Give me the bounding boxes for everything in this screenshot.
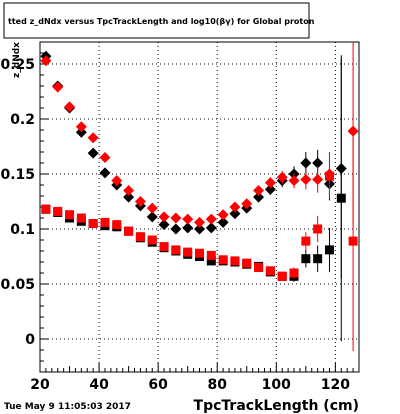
data-point-diamond — [158, 219, 170, 231]
data-point-diamond — [123, 191, 135, 203]
data-point-square — [206, 250, 216, 260]
data-point-square — [336, 193, 346, 203]
plot-frame — [39, 41, 360, 373]
data-point-diamond — [134, 196, 146, 207]
data-point-diamond — [158, 211, 170, 223]
data-point-diamond — [75, 121, 87, 133]
y-tick-label: 0.2 — [10, 112, 35, 128]
y-tick-label: 0.15 — [0, 167, 35, 183]
data-point-square — [183, 247, 193, 257]
data-point-square — [65, 210, 75, 220]
data-point-square — [159, 242, 169, 252]
data-point-diamond — [182, 213, 194, 225]
data-point-square — [41, 204, 51, 214]
grid-lines — [39, 42, 359, 372]
data-point-diamond — [241, 198, 253, 210]
data-point-diamond — [146, 211, 158, 223]
tick-labels: 20 40 60 80 100 120 0 0.05 0.1 0.15 0.2 0.25 — [0, 57, 350, 393]
data-point-square — [348, 236, 358, 246]
data-point-square — [324, 171, 334, 181]
x-axis-title: TpcTrackLength (cm) — [194, 398, 359, 414]
axis-ticks — [39, 52, 354, 372]
data-point-diamond — [205, 213, 217, 225]
data-point-diamond — [87, 132, 99, 144]
data-point-diamond — [123, 185, 135, 196]
y-axis-title: z_dNdx — [12, 42, 22, 78]
x-tick-label: 120 — [321, 377, 350, 393]
data-point-diamond — [194, 223, 205, 235]
data-point-diamond — [194, 216, 205, 228]
data-point-diamond — [99, 152, 111, 163]
data-point-diamond — [312, 174, 324, 185]
data-point-square — [88, 219, 98, 228]
data-point-square — [147, 235, 157, 245]
data-point-diamond — [111, 175, 123, 187]
chart-title: tted z_dNdx versus TpcTrackLength and lo… — [8, 17, 315, 26]
data-point-diamond — [312, 157, 324, 169]
data-point-diamond — [264, 177, 276, 189]
data-point-diamond — [264, 183, 276, 195]
data-point-square — [218, 255, 228, 265]
data-point-diamond — [288, 175, 300, 187]
data-point-diamond — [253, 185, 265, 196]
data-point-square — [242, 258, 252, 268]
x-tick-label: 20 — [30, 377, 50, 393]
data-point-square — [254, 263, 264, 272]
data-point-square — [289, 268, 299, 278]
data-point-square — [124, 226, 134, 236]
data-point-diamond — [64, 101, 76, 113]
data-point-square — [206, 256, 216, 266]
title-box: tted z_dNdx versus TpcTrackLength and lo… — [3, 2, 315, 39]
data-point-square — [230, 256, 240, 266]
y-tick-label: 0 — [25, 332, 35, 348]
data-point-square — [313, 224, 323, 234]
data-point-diamond — [229, 208, 241, 220]
data-point-diamond — [205, 222, 217, 234]
series-2 — [40, 42, 359, 228]
data-point-square — [112, 220, 122, 230]
x-tick-label: 40 — [89, 377, 109, 393]
data-point-square — [277, 271, 287, 281]
x-tick-label: 80 — [207, 377, 227, 393]
data-point-square — [195, 248, 204, 258]
x-tick-label: 100 — [262, 377, 291, 393]
data-point-diamond — [170, 223, 182, 235]
data-point-diamond — [229, 201, 241, 213]
title-box-frame — [3, 2, 310, 39]
data-point-square — [265, 266, 275, 276]
data-point-square — [100, 217, 110, 227]
data-point-square — [53, 206, 63, 216]
series-4 — [41, 131, 358, 352]
data-point-diamond — [276, 171, 288, 183]
timestamp: Tue May 9 11:05:03 2017 — [4, 402, 131, 412]
data-point-square — [301, 254, 311, 264]
data-point-diamond — [52, 81, 64, 93]
data-point-diamond — [300, 174, 312, 185]
data-point-diamond — [170, 212, 182, 224]
data-point-square — [324, 245, 334, 255]
y-tick-label: 0.05 — [0, 277, 35, 293]
data-point-diamond — [87, 147, 99, 159]
data-point-diamond — [300, 157, 312, 169]
data-point-diamond — [99, 167, 111, 179]
y-tick-label: 0.1 — [10, 222, 35, 238]
data-point-square — [313, 254, 323, 264]
data-point-square — [135, 232, 145, 242]
data-point-square — [171, 245, 181, 255]
x-tick-label: 60 — [148, 377, 168, 393]
data-point-diamond — [40, 55, 52, 67]
y-tick-label: 0.25 — [0, 57, 35, 73]
series-3 — [41, 55, 346, 342]
data-point-diamond — [146, 202, 158, 214]
data-point-square — [301, 236, 311, 246]
data-point-diamond — [217, 216, 229, 228]
data-point-square — [76, 213, 86, 223]
series-1 — [40, 50, 347, 279]
data-point-diamond — [182, 222, 194, 234]
data-point-diamond — [217, 209, 229, 221]
data-series — [40, 42, 359, 352]
data-point-diamond — [253, 191, 265, 203]
